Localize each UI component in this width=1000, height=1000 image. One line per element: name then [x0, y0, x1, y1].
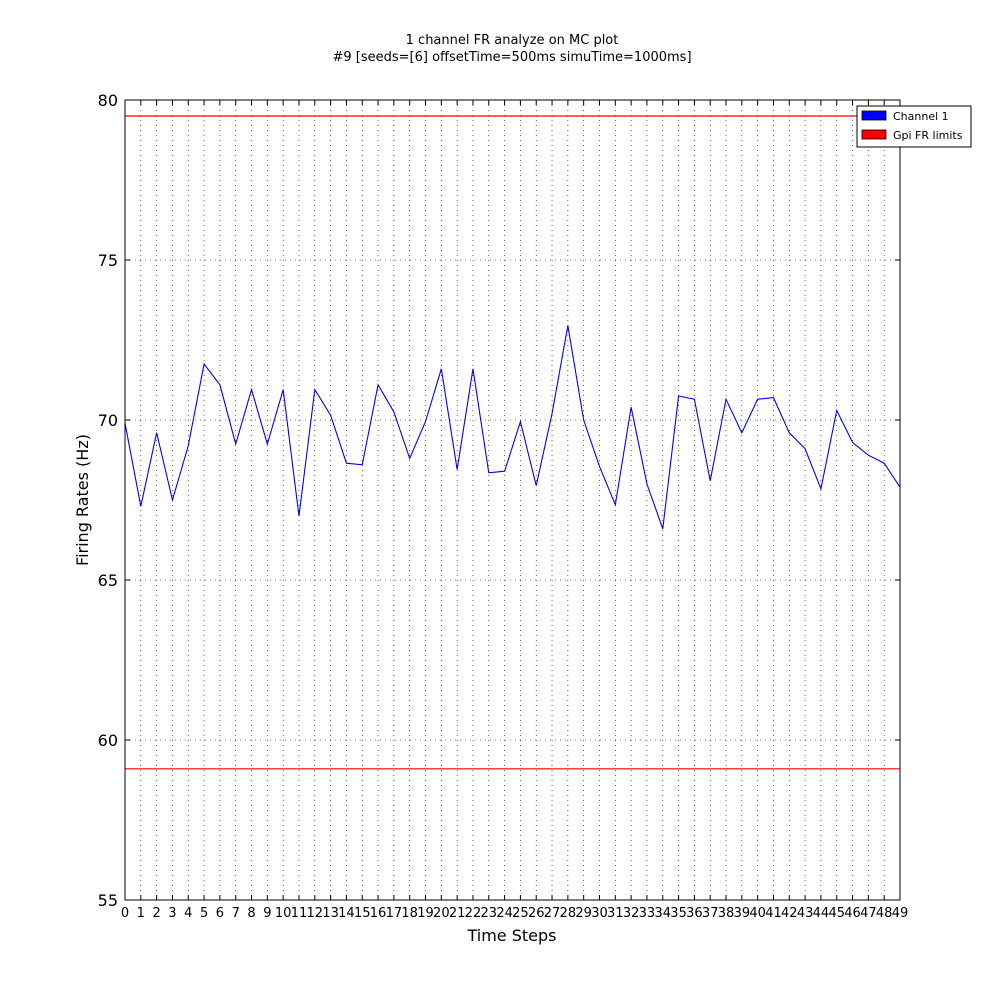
y-tick-label: 60	[98, 731, 118, 750]
legend-swatch-channel-1	[861, 110, 887, 121]
x-tick-label: 37	[702, 906, 719, 921]
x-tick-label: 23	[481, 906, 498, 921]
x-tick-label: 7	[232, 906, 240, 921]
legend-label-channel-1: Channel 1	[893, 110, 949, 123]
y-tick-label: 55	[98, 891, 118, 910]
x-tick-label: 30	[591, 906, 608, 921]
x-tick-label: 41	[765, 906, 782, 921]
x-tick-label: 49	[892, 906, 909, 921]
x-tick-label: 35	[670, 906, 687, 921]
x-tick-label: 2	[152, 906, 160, 921]
x-tick-label: 14	[338, 906, 355, 921]
x-tick-label: 4	[184, 906, 192, 921]
x-tick-label: 34	[654, 906, 671, 921]
x-tick-label: 39	[734, 906, 751, 921]
x-tick-label: 47	[860, 906, 877, 921]
x-tick-label: 27	[544, 906, 561, 921]
y-tick-label: 65	[98, 571, 118, 590]
x-tick-label: 26	[528, 906, 545, 921]
x-tick-label: 44	[813, 906, 830, 921]
legend-label-gpi-limits: Gpi FR limits	[893, 129, 963, 142]
x-axis-label: Time Steps	[466, 926, 556, 945]
x-tick-label: 5	[200, 906, 208, 921]
plot-frame	[124, 99, 901, 901]
x-tick-label: 8	[247, 906, 255, 921]
x-tick-label: 24	[496, 906, 513, 921]
series-line-channel-1	[124, 325, 901, 529]
x-tick-label: 12	[307, 906, 324, 921]
x-tick-label: 48	[876, 906, 893, 921]
x-tick-label: 13	[322, 906, 339, 921]
x-tick-label: 32	[623, 906, 640, 921]
x-tick-label: 36	[686, 906, 703, 921]
y-tick-label: 75	[98, 251, 118, 270]
x-tick-label: 15	[354, 906, 371, 921]
x-tick-label: 16	[370, 906, 387, 921]
y-axis-label: Firing Rates (Hz)	[73, 434, 92, 566]
x-tick-label: 1	[137, 906, 145, 921]
ticks: 0 1 2 3 4 5 6 7 8 9 10 11 12 13 14 15 16 17 18 19 20 21 22 23 24…	[98, 91, 909, 921]
x-tick-label: 31	[607, 906, 624, 921]
y-tick-label: 80	[98, 91, 118, 110]
chart-title: 1 channel FR analyze on MC plot	[406, 33, 619, 48]
x-tick-label: 19	[417, 906, 434, 921]
legend: Channel 1 Gpi FR limits	[856, 105, 972, 148]
x-tick-label: 21	[449, 906, 466, 921]
grid	[124, 99, 901, 901]
x-tick-label: 6	[216, 906, 224, 921]
x-tick-label: 45	[828, 906, 845, 921]
chart-subtitle: #9 [seeds=[6] offsetTime=500ms simuTime=…	[332, 50, 691, 65]
x-tick-label: 29	[575, 906, 592, 921]
x-tick-label: 9	[263, 906, 271, 921]
x-tick-label: 22	[465, 906, 482, 921]
x-tick-label: 43	[797, 906, 814, 921]
x-tick-label: 40	[749, 906, 766, 921]
x-tick-label: 46	[844, 906, 861, 921]
x-tick-label: 20	[433, 906, 450, 921]
x-tick-label: 17	[386, 906, 403, 921]
y-tick-label: 70	[98, 411, 118, 430]
x-tick-label: 0	[121, 906, 129, 921]
x-tick-label: 18	[401, 906, 418, 921]
x-tick-label: 33	[639, 906, 656, 921]
x-tick-label: 3	[168, 906, 176, 921]
legend-swatch-gpi-limits	[861, 129, 887, 140]
x-tick-label: 38	[718, 906, 735, 921]
x-tick-label: 11	[291, 906, 308, 921]
x-tick-label: 10	[275, 906, 292, 921]
x-tick-label: 28	[560, 906, 577, 921]
x-tick-label: 25	[512, 906, 529, 921]
limit-lines	[125, 115, 900, 770]
x-tick-label: 42	[781, 906, 798, 921]
